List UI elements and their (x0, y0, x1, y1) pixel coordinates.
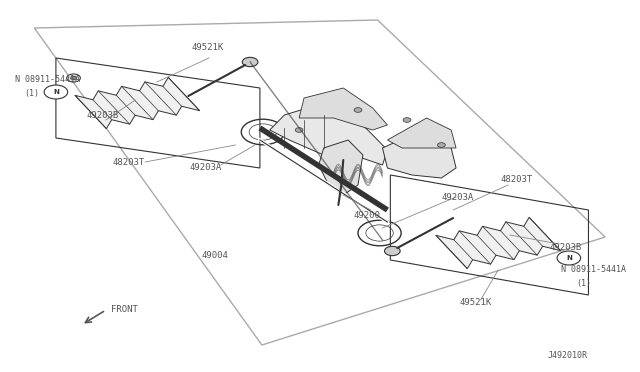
Text: 49203B: 49203B (86, 111, 118, 120)
Polygon shape (75, 77, 200, 129)
Circle shape (354, 108, 362, 112)
Text: 49203A: 49203A (189, 163, 221, 172)
Polygon shape (299, 88, 387, 130)
Polygon shape (319, 140, 363, 195)
Text: N: N (566, 255, 572, 261)
Text: (1): (1) (24, 89, 40, 98)
Circle shape (437, 143, 445, 147)
Polygon shape (269, 100, 387, 165)
Text: 48203T: 48203T (113, 158, 145, 167)
Text: N 08911-5441A: N 08911-5441A (15, 75, 80, 84)
Text: N 08911-5441A: N 08911-5441A (561, 265, 626, 274)
Text: 48203T: 48203T (500, 175, 532, 184)
Text: 49203B: 49203B (549, 243, 582, 252)
Circle shape (403, 118, 411, 122)
Text: 49521K: 49521K (459, 298, 492, 307)
Circle shape (44, 85, 68, 99)
Text: (1): (1) (577, 279, 592, 288)
Circle shape (70, 76, 77, 80)
Text: 49200: 49200 (353, 211, 380, 220)
Circle shape (67, 74, 81, 82)
Polygon shape (387, 118, 456, 148)
Text: 49203A: 49203A (442, 193, 474, 202)
Circle shape (385, 246, 400, 256)
Polygon shape (383, 130, 456, 178)
Text: FRONT: FRONT (111, 305, 138, 314)
Circle shape (243, 57, 258, 67)
Circle shape (557, 251, 580, 265)
Polygon shape (436, 217, 561, 269)
Text: J492010R: J492010R (547, 351, 588, 360)
Text: 49004: 49004 (201, 251, 228, 260)
Circle shape (295, 128, 303, 132)
Text: 49521K: 49521K (191, 43, 223, 52)
Text: N: N (53, 89, 59, 95)
